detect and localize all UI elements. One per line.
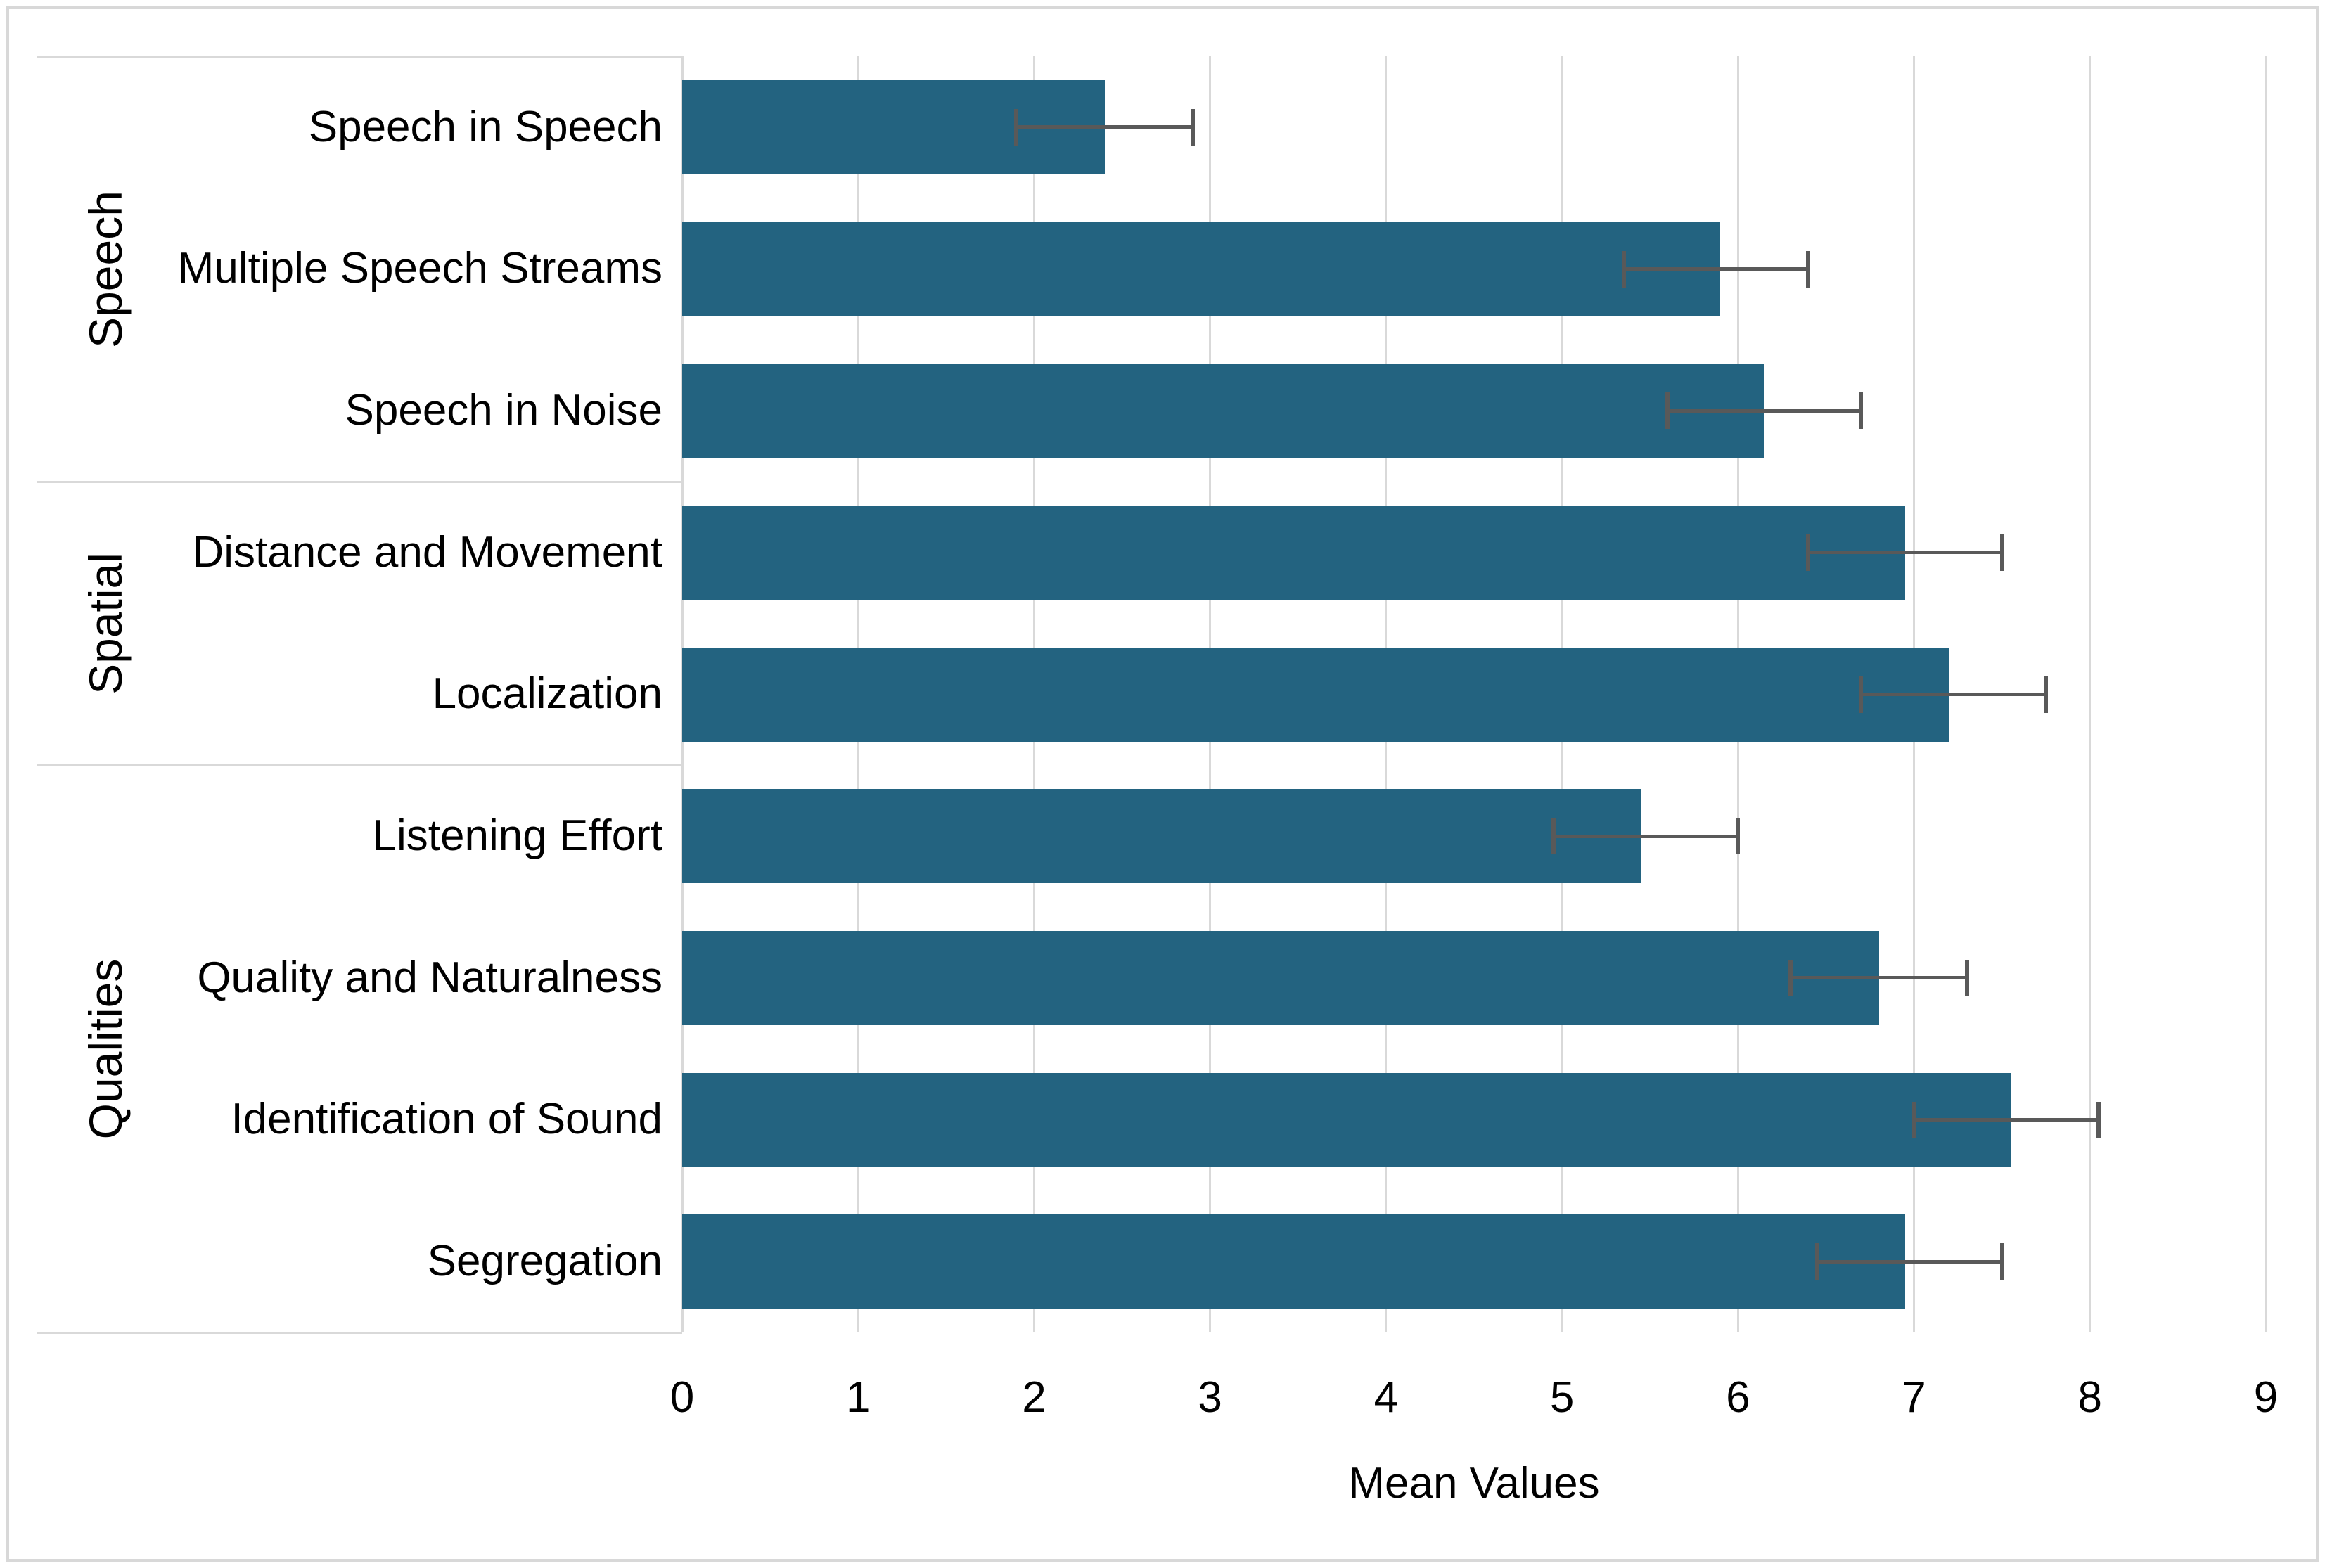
error-cap-low-speech-in-noise xyxy=(1665,392,1670,430)
x-tick-label-0: 0 xyxy=(670,1373,695,1422)
bar-speech-in-noise xyxy=(682,364,1764,458)
group-label-spatial: Spatial xyxy=(79,552,132,695)
category-label-quality-and-naturalness: Quality and Naturalness xyxy=(197,953,662,1002)
gridline-9 xyxy=(2265,56,2267,1332)
category-label-distance-and-movement: Distance and Movement xyxy=(192,527,662,577)
error-cap-high-quality-and-naturalness xyxy=(1964,959,1969,996)
category-label-multiple-speech-streams: Multiple Speech Streams xyxy=(177,244,662,293)
x-tick-label-2: 2 xyxy=(1022,1373,1046,1422)
category-label-listening-effort: Listening Effort xyxy=(372,811,662,861)
error-bar-listening-effort xyxy=(1553,834,1738,838)
error-cap-high-listening-effort xyxy=(1736,818,1741,855)
error-cap-low-distance-and-movement xyxy=(1806,534,1811,571)
x-tick-label-1: 1 xyxy=(845,1373,871,1422)
error-cap-low-quality-and-naturalness xyxy=(1788,959,1793,996)
bar-listening-effort xyxy=(682,789,1641,884)
error-cap-high-distance-and-movement xyxy=(1999,534,2004,571)
bar-identification-of-sound xyxy=(682,1072,2011,1167)
gridline-8 xyxy=(2089,56,2092,1332)
error-bar-segregation xyxy=(1817,1259,2002,1264)
error-cap-high-speech-in-speech xyxy=(1190,108,1195,146)
category-label-segregation: Segregation xyxy=(427,1237,662,1286)
category-label-speech-in-noise: Speech in Noise xyxy=(345,386,663,435)
error-cap-low-segregation xyxy=(1814,1243,1819,1280)
bar-multiple-speech-streams xyxy=(682,221,1721,316)
bar-distance-and-movement xyxy=(682,505,1906,600)
axis-separator-after-speech xyxy=(37,480,682,483)
axis-separator-top xyxy=(37,55,682,58)
error-cap-high-identification-of-sound xyxy=(2096,1101,2101,1138)
x-tick-label-5: 5 xyxy=(1549,1373,1575,1422)
error-cap-low-identification-of-sound xyxy=(1911,1101,1916,1138)
x-tick-label-9: 9 xyxy=(2253,1373,2279,1422)
x-tick-label-4: 4 xyxy=(1373,1373,1399,1422)
group-label-qualities: Qualities xyxy=(79,958,132,1140)
x-tick-label-6: 6 xyxy=(1726,1373,1750,1422)
error-cap-high-multiple-speech-streams xyxy=(1806,250,1811,288)
x-axis-title: Mean Values xyxy=(1348,1459,1600,1508)
error-cap-high-speech-in-noise xyxy=(1859,392,1864,430)
bar-quality-and-naturalness xyxy=(682,930,1879,1025)
error-bar-speech-in-noise xyxy=(1667,409,1862,413)
x-tick-label-7: 7 xyxy=(1902,1373,1926,1422)
axis-separator-after-qualities xyxy=(37,1331,682,1334)
error-cap-low-listening-effort xyxy=(1551,818,1556,855)
bar-localization xyxy=(682,647,1949,742)
error-cap-low-speech-in-speech xyxy=(1014,108,1019,146)
bar-segregation xyxy=(682,1214,1906,1309)
error-bar-multiple-speech-streams xyxy=(1623,267,1809,271)
error-cap-low-localization xyxy=(1859,676,1864,713)
error-bar-speech-in-speech xyxy=(1016,125,1193,129)
error-bar-identification-of-sound xyxy=(1914,1118,2099,1122)
axis-separator-after-spatial xyxy=(37,764,682,766)
category-label-speech-in-speech: Speech in Speech xyxy=(308,102,662,151)
error-cap-low-multiple-speech-streams xyxy=(1621,250,1626,288)
category-label-identification-of-sound: Identification of Sound xyxy=(231,1095,662,1144)
error-bar-localization xyxy=(1861,693,2047,696)
error-bar-quality-and-naturalness xyxy=(1791,976,1967,980)
error-cap-high-segregation xyxy=(1999,1243,2004,1280)
error-cap-high-localization xyxy=(2044,676,2049,713)
category-label-localization: Localization xyxy=(432,669,662,719)
error-bar-distance-and-movement xyxy=(1808,551,2002,555)
x-tick-label-8: 8 xyxy=(2077,1373,2102,1422)
x-tick-label-3: 3 xyxy=(1198,1373,1222,1422)
